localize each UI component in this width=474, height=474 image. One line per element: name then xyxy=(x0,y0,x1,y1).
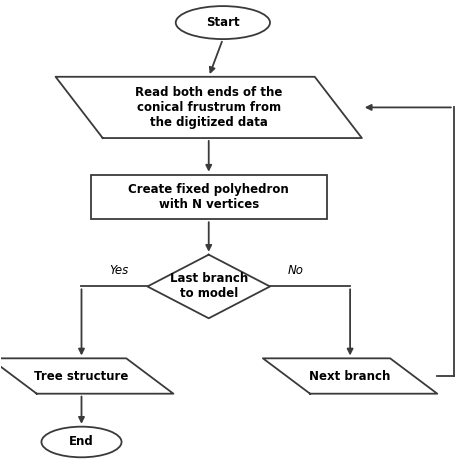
Text: Last branch
to model: Last branch to model xyxy=(170,273,248,301)
Polygon shape xyxy=(0,358,173,394)
Text: End: End xyxy=(69,436,94,448)
Text: Start: Start xyxy=(206,16,240,29)
Polygon shape xyxy=(147,255,270,318)
Text: Read both ends of the
conical frustrum from
the digitized data: Read both ends of the conical frustrum f… xyxy=(135,86,283,129)
Bar xyxy=(91,174,327,219)
Polygon shape xyxy=(263,358,438,394)
Text: Tree structure: Tree structure xyxy=(34,370,128,383)
Text: Yes: Yes xyxy=(109,264,129,277)
Text: Create fixed polyhedron
with N vertices: Create fixed polyhedron with N vertices xyxy=(128,183,289,211)
Polygon shape xyxy=(55,77,362,138)
Text: No: No xyxy=(288,264,304,277)
Text: Next branch: Next branch xyxy=(310,370,391,383)
